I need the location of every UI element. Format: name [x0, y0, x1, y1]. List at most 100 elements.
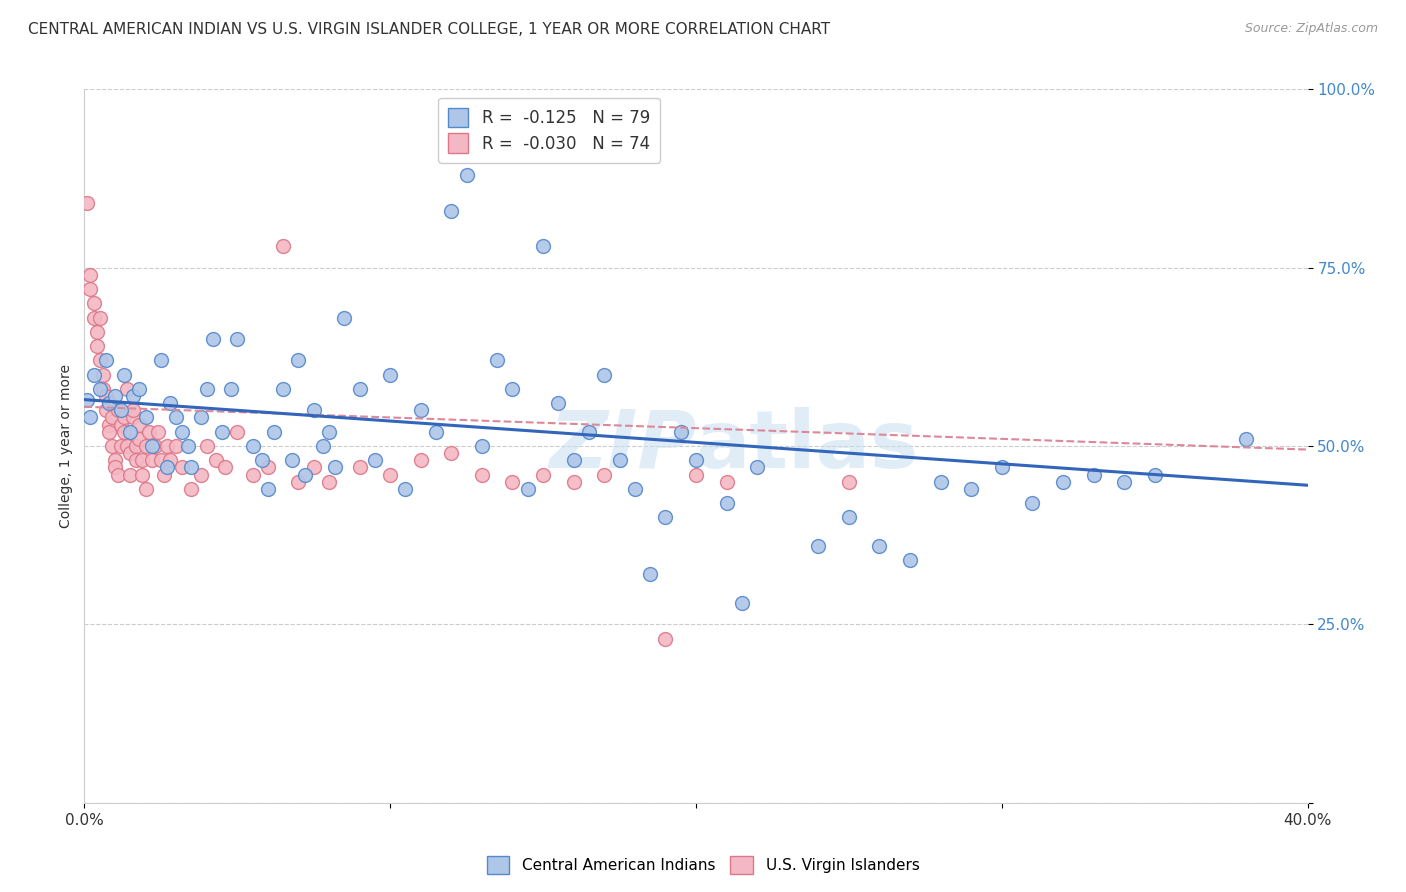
- Point: [110, 439, 132, 453]
- Point: [91, 368, 114, 382]
- Point: [440, 203, 463, 218]
- Point: [1143, 467, 1166, 482]
- Point: [91, 382, 114, 396]
- Point: [1236, 432, 1258, 446]
- Text: Source: ZipAtlas.com: Source: ZipAtlas.com: [1244, 22, 1378, 36]
- Point: [112, 425, 135, 439]
- Point: [685, 467, 707, 482]
- Point: [669, 425, 692, 439]
- Point: [86, 325, 108, 339]
- Point: [312, 439, 335, 453]
- Point: [104, 460, 127, 475]
- Point: [747, 460, 769, 475]
- Point: [94, 403, 117, 417]
- Point: [486, 353, 509, 368]
- Text: atlas: atlas: [696, 407, 920, 485]
- Point: [79, 410, 101, 425]
- Point: [97, 417, 120, 432]
- Point: [131, 467, 153, 482]
- Point: [115, 382, 138, 396]
- Point: [122, 389, 145, 403]
- Point: [97, 396, 120, 410]
- Point: [89, 353, 111, 368]
- Point: [165, 439, 187, 453]
- Point: [624, 482, 647, 496]
- Point: [76, 196, 98, 211]
- Point: [76, 392, 98, 407]
- Point: [638, 567, 661, 582]
- Point: [409, 403, 432, 417]
- Point: [190, 410, 212, 425]
- Point: [112, 410, 135, 425]
- Point: [149, 353, 172, 368]
- Legend: R =  -0.125   N = 79, R =  -0.030   N = 74: R = -0.125 N = 79, R = -0.030 N = 74: [439, 97, 659, 162]
- Point: [125, 439, 148, 453]
- Point: [135, 482, 157, 496]
- Point: [654, 510, 676, 524]
- Point: [1114, 475, 1136, 489]
- Point: [440, 446, 463, 460]
- Point: [1083, 467, 1105, 482]
- Point: [349, 460, 371, 475]
- Point: [250, 453, 273, 467]
- Point: [83, 310, 105, 325]
- Point: [838, 510, 860, 524]
- Point: [271, 239, 294, 253]
- Point: [94, 389, 117, 403]
- Text: CENTRAL AMERICAN INDIAN VS U.S. VIRGIN ISLANDER COLLEGE, 1 YEAR OR MORE CORRELAT: CENTRAL AMERICAN INDIAN VS U.S. VIRGIN I…: [28, 22, 831, 37]
- Point: [104, 453, 127, 467]
- Point: [120, 446, 142, 460]
- Point: [138, 425, 160, 439]
- Point: [83, 296, 105, 310]
- Point: [960, 482, 983, 496]
- Point: [380, 368, 402, 382]
- Point: [271, 382, 294, 396]
- Text: ZIP: ZIP: [548, 407, 696, 485]
- Point: [323, 460, 346, 475]
- Point: [257, 460, 280, 475]
- Point: [135, 439, 157, 453]
- Point: [205, 453, 228, 467]
- Point: [89, 382, 111, 396]
- Point: [141, 453, 163, 467]
- Point: [593, 368, 616, 382]
- Point: [79, 268, 101, 282]
- Point: [101, 439, 124, 453]
- Point: [547, 396, 569, 410]
- Point: [302, 403, 325, 417]
- Point: [333, 310, 356, 325]
- Point: [578, 425, 600, 439]
- Point: [318, 425, 340, 439]
- Point: [172, 425, 194, 439]
- Point: [731, 596, 754, 610]
- Point: [112, 368, 135, 382]
- Point: [609, 453, 631, 467]
- Point: [716, 475, 738, 489]
- Point: [869, 539, 891, 553]
- Point: [364, 453, 387, 467]
- Point: [302, 460, 325, 475]
- Point: [211, 425, 233, 439]
- Point: [685, 453, 707, 467]
- Point: [654, 632, 676, 646]
- Point: [79, 282, 101, 296]
- Point: [128, 417, 150, 432]
- Point: [104, 389, 127, 403]
- Point: [318, 475, 340, 489]
- Point: [281, 453, 304, 467]
- Point: [153, 467, 176, 482]
- Point: [562, 453, 585, 467]
- Point: [180, 460, 202, 475]
- Point: [502, 475, 524, 489]
- Point: [89, 310, 111, 325]
- Point: [97, 425, 120, 439]
- Point: [180, 482, 202, 496]
- Point: [219, 382, 242, 396]
- Point: [409, 453, 432, 467]
- Point: [195, 382, 218, 396]
- Point: [146, 425, 169, 439]
- Point: [122, 403, 145, 417]
- Point: [394, 482, 416, 496]
- Point: [122, 410, 145, 425]
- Point: [263, 425, 285, 439]
